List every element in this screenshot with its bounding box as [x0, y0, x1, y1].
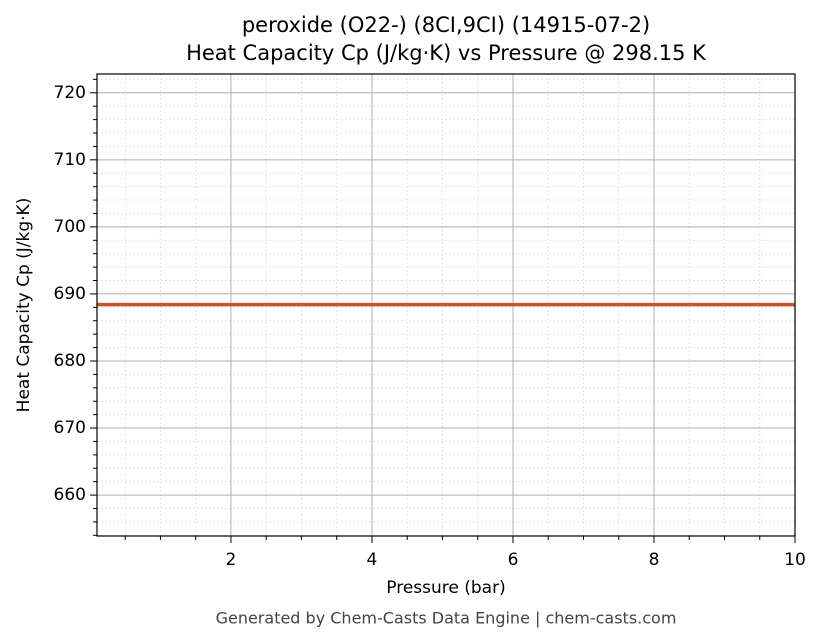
plot-frame	[96, 73, 796, 537]
y-tick-label: 670	[54, 418, 86, 438]
y-tick-label: 720	[54, 83, 86, 103]
x-tick-label: 8	[649, 550, 660, 570]
y-tick-label: 710	[54, 150, 86, 170]
y-tick-label: 690	[54, 284, 86, 304]
x-tick-label: 2	[226, 550, 237, 570]
x-tick-label: 10	[784, 550, 806, 570]
x-tick-label: 6	[508, 550, 519, 570]
x-axis-label: Pressure (bar)	[386, 578, 505, 598]
y-axis-label: Heat Capacity Cp (J/kg·K)	[14, 198, 34, 413]
y-tick-label: 660	[54, 485, 86, 505]
footer: Generated by Chem-Casts Data Engine | ch…	[216, 609, 677, 628]
chart-title: peroxide (O22-) (8CI,9CI) (14915-07-2)	[242, 13, 650, 37]
x-tick-label: 4	[367, 550, 378, 570]
y-tick-label: 680	[54, 351, 86, 371]
y-tick-label: 700	[54, 217, 86, 237]
chart-subtitle: Heat Capacity Cp (J/kg·K) vs Pressure @ …	[186, 41, 707, 65]
